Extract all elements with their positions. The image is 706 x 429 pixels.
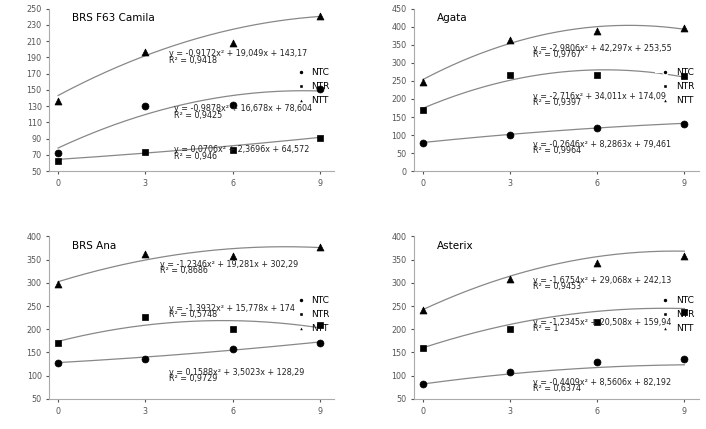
Text: R² = 0,9767: R² = 0,9767	[533, 50, 582, 59]
Point	[592, 28, 603, 35]
Point	[140, 313, 151, 320]
Point	[417, 307, 429, 314]
Point	[140, 103, 151, 110]
Point	[592, 260, 603, 266]
Point	[417, 139, 429, 146]
Text: y = 0,0706x² + 2,3696x + 64,572: y = 0,0706x² + 2,3696x + 64,572	[174, 145, 310, 154]
Point	[52, 281, 64, 287]
Point	[504, 275, 515, 282]
Text: R² = 0,8686: R² = 0,8686	[160, 266, 208, 275]
Text: y = -1,3932x² + 15,778x + 174: y = -1,3932x² + 15,778x + 174	[169, 304, 294, 313]
Text: R² = 1: R² = 1	[533, 324, 558, 333]
Point	[314, 86, 325, 93]
Point	[52, 340, 64, 347]
Point	[417, 344, 429, 351]
Legend: NTC, NTR, NTT: NTC, NTR, NTT	[292, 68, 330, 105]
Text: y = -0,4409x² + 8,5606x + 82,192: y = -0,4409x² + 8,5606x + 82,192	[533, 378, 671, 387]
Text: y = 0,1588x² + 3,5023x + 128,29: y = 0,1588x² + 3,5023x + 128,29	[169, 368, 304, 377]
Text: y = -2,9806x² + 42,297x + 253,55: y = -2,9806x² + 42,297x + 253,55	[533, 44, 672, 53]
Legend: NTC, NTR, NTT: NTC, NTR, NTT	[656, 296, 695, 333]
Point	[678, 308, 690, 315]
Point	[678, 73, 690, 80]
Point	[52, 157, 64, 164]
Text: Agata: Agata	[437, 13, 467, 24]
Point	[504, 37, 515, 44]
Text: y = -0,2646x² + 8,2863x + 79,461: y = -0,2646x² + 8,2863x + 79,461	[533, 139, 671, 148]
Point	[227, 345, 238, 352]
Text: R² = 0,9425: R² = 0,9425	[174, 112, 222, 121]
Point	[314, 243, 325, 250]
Point	[592, 124, 603, 131]
Point	[314, 340, 325, 347]
Point	[314, 134, 325, 141]
Point	[678, 24, 690, 31]
Text: R² = 0,946: R² = 0,946	[174, 152, 217, 161]
Point	[678, 121, 690, 127]
Point	[504, 72, 515, 79]
Text: BRS F63 Camila: BRS F63 Camila	[72, 13, 155, 24]
Point	[678, 356, 690, 363]
Point	[504, 326, 515, 332]
Text: BRS Ana: BRS Ana	[72, 241, 116, 251]
Text: R² = 0,6374: R² = 0,6374	[533, 384, 581, 393]
Legend: NTC, NTR, NTT: NTC, NTR, NTT	[292, 296, 330, 333]
Text: R² = 0,9397: R² = 0,9397	[533, 98, 582, 107]
Point	[227, 39, 238, 46]
Point	[417, 78, 429, 85]
Point	[52, 359, 64, 366]
Point	[592, 319, 603, 326]
Text: y = -0,9878x² + 16,678x + 78,604: y = -0,9878x² + 16,678x + 78,604	[174, 104, 313, 113]
Point	[227, 101, 238, 108]
Point	[504, 132, 515, 139]
Point	[140, 48, 151, 55]
Text: R² = 0,5748: R² = 0,5748	[169, 310, 217, 319]
Point	[592, 358, 603, 365]
Legend: NTC, NTR, NTT: NTC, NTR, NTT	[656, 68, 695, 105]
Point	[592, 72, 603, 79]
Text: Asterix: Asterix	[437, 241, 474, 251]
Text: y = -1,6754x² + 29,068x + 242,13: y = -1,6754x² + 29,068x + 242,13	[533, 276, 671, 285]
Point	[52, 98, 64, 105]
Text: R² = 0,9964: R² = 0,9964	[533, 146, 581, 155]
Point	[140, 250, 151, 257]
Point	[678, 253, 690, 260]
Point	[417, 106, 429, 113]
Point	[52, 149, 64, 156]
Text: y = -1,2345x² + 20,508x + 159,94: y = -1,2345x² + 20,508x + 159,94	[533, 318, 671, 327]
Point	[504, 369, 515, 376]
Point	[227, 147, 238, 154]
Point	[417, 381, 429, 387]
Text: R² = 0,9418: R² = 0,9418	[169, 56, 217, 65]
Text: y = -1,2346x² + 19,281x + 302,29: y = -1,2346x² + 19,281x + 302,29	[160, 260, 298, 269]
Text: R² = 0,9453: R² = 0,9453	[533, 282, 581, 291]
Point	[314, 12, 325, 19]
Text: y = -0,9172x² + 19,049x + 143,17: y = -0,9172x² + 19,049x + 143,17	[169, 49, 307, 58]
Point	[140, 148, 151, 155]
Point	[227, 326, 238, 332]
Point	[314, 321, 325, 328]
Text: y = -2,716x² + 34,011x + 174,09: y = -2,716x² + 34,011x + 174,09	[533, 91, 666, 100]
Text: R² = 0,9729: R² = 0,9729	[169, 374, 217, 383]
Point	[227, 252, 238, 259]
Point	[140, 356, 151, 363]
